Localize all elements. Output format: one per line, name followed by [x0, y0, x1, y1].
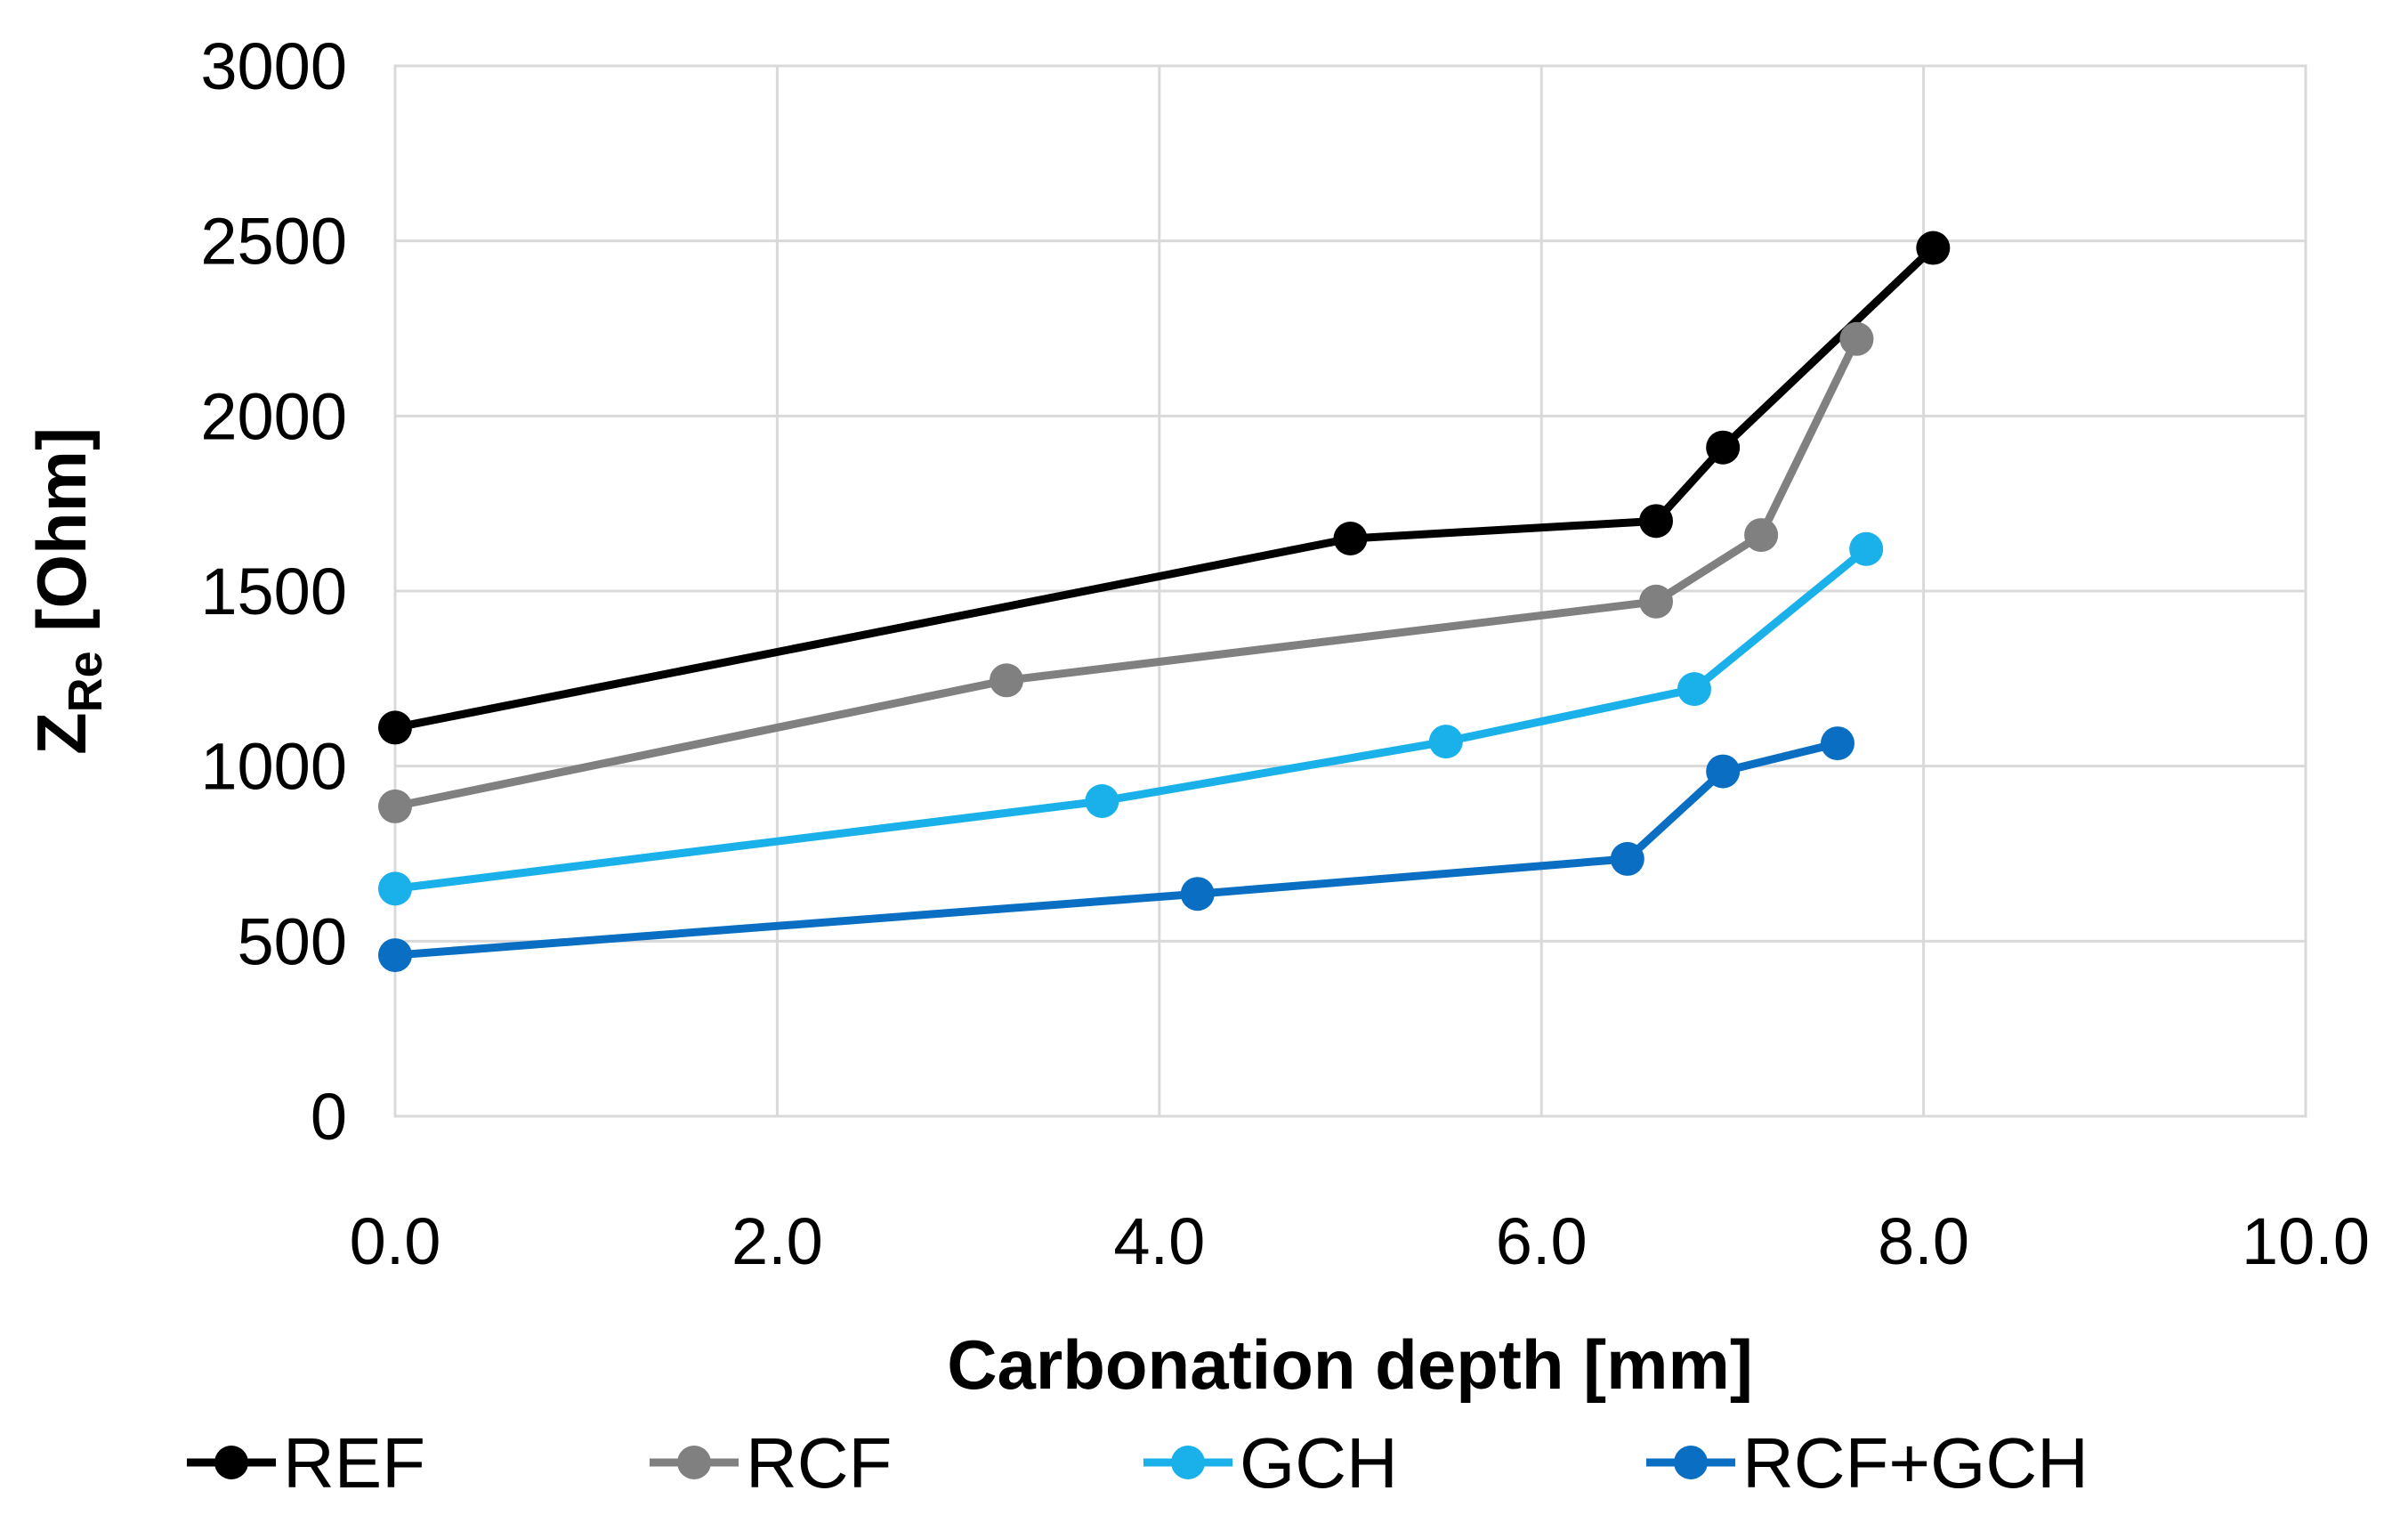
- legend-label: RCF: [746, 1423, 892, 1503]
- series-rcf-gch: [378, 726, 1854, 973]
- x-tick-label: 8.0: [1878, 1204, 1969, 1278]
- y-axis-title-unit: [Ohm]: [22, 427, 101, 632]
- data-point: [1849, 531, 1884, 566]
- data-point: [1639, 584, 1674, 619]
- y-axis-title-subscript: Re: [59, 651, 112, 712]
- y-tick-labels: 0 500 1000 1500 2000 2500 3000: [200, 29, 347, 1154]
- legend-item: RCF: [650, 1423, 892, 1503]
- x-tick-labels: 0.0 2.0 4.0 6.0 8.0 10.0: [350, 1204, 2370, 1278]
- data-point: [1820, 726, 1854, 761]
- data-point: [1610, 841, 1644, 876]
- x-tick-label: 4.0: [1113, 1204, 1205, 1278]
- gridlines: [393, 64, 2307, 1118]
- x-tick-label: 6.0: [1496, 1204, 1588, 1278]
- y-axis-title-main: Z: [22, 712, 101, 755]
- data-point: [1706, 754, 1741, 789]
- legend-swatch-marker: [214, 1446, 248, 1479]
- data-point: [1333, 522, 1368, 555]
- series-rcf: [378, 321, 1874, 823]
- x-tick-label: 2.0: [731, 1204, 823, 1278]
- y-tick-label: 1500: [200, 555, 347, 628]
- data-point: [1677, 672, 1711, 707]
- data-point: [378, 871, 412, 906]
- y-tick-label: 2500: [200, 205, 347, 279]
- data-point: [1085, 784, 1119, 818]
- data-point: [1639, 504, 1674, 539]
- legend-label: REF: [283, 1423, 425, 1503]
- legend-label: RCF+GCH: [1742, 1423, 2089, 1503]
- x-axis-title: Carbonation depth [mm]: [947, 1325, 1753, 1404]
- data-point: [1839, 321, 1874, 356]
- data-point: [1916, 231, 1951, 265]
- series-ref: [378, 231, 1951, 745]
- legend: REF RCF GCH RCF+GCH: [187, 1423, 2089, 1503]
- legend-item: REF: [187, 1423, 425, 1503]
- plot-area: [378, 64, 2307, 1118]
- x-tick-label: 10.0: [2242, 1204, 2370, 1278]
- y-tick-label: 2000: [200, 379, 347, 453]
- legend-swatch-marker: [677, 1446, 711, 1479]
- data-point: [378, 789, 412, 823]
- series-gch: [378, 531, 1884, 906]
- legend-swatch-marker: [1171, 1446, 1205, 1479]
- data-point: [1744, 518, 1779, 553]
- data-point: [378, 938, 412, 973]
- x-tick-label: 0.0: [350, 1204, 441, 1278]
- data-point: [1428, 725, 1463, 759]
- y-axis-title: ZRe [Ohm]: [22, 427, 112, 755]
- y-tick-label: 1000: [200, 730, 347, 804]
- legend-swatch-marker: [1674, 1446, 1708, 1479]
- data-point: [990, 663, 1024, 698]
- y-axis-title-space: [22, 632, 101, 652]
- legend-item: RCF+GCH: [1646, 1423, 2089, 1503]
- y-tick-label: 500: [238, 904, 347, 978]
- data-point: [378, 710, 412, 745]
- legend-item: GCH: [1143, 1423, 1398, 1503]
- legend-label: GCH: [1240, 1423, 1398, 1503]
- data-point: [1706, 430, 1741, 465]
- y-tick-label: 3000: [200, 29, 347, 103]
- series-layer: [378, 231, 1951, 973]
- data-point: [1180, 877, 1215, 911]
- y-tick-label: 0: [311, 1080, 347, 1154]
